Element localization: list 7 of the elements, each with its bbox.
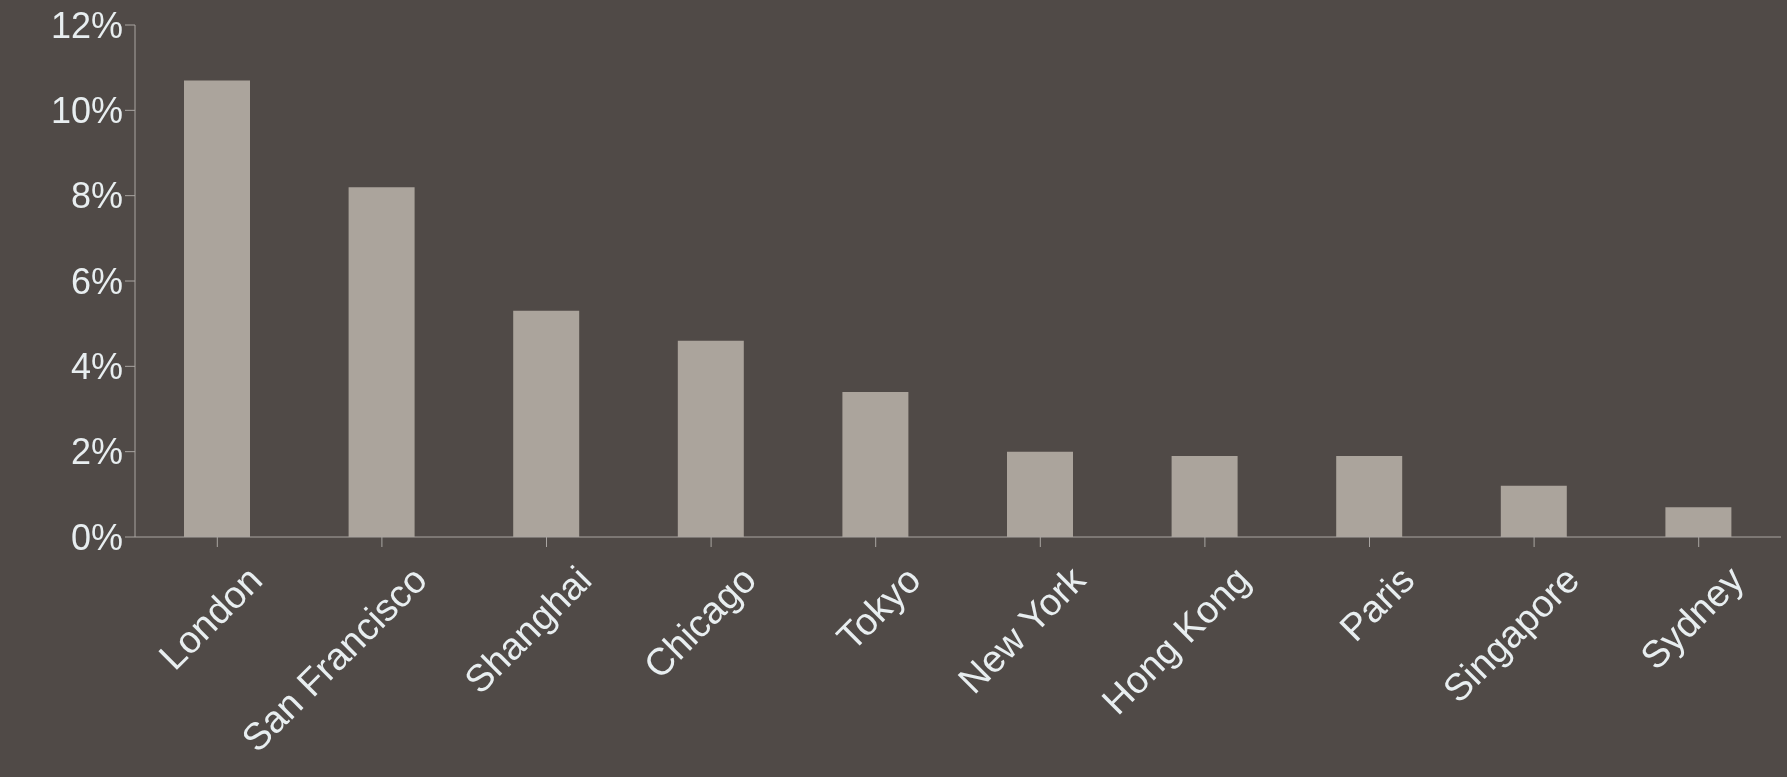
- y-tick-label: 8%: [70, 175, 123, 217]
- y-tick-label: 2%: [70, 431, 123, 473]
- y-tick-label: 12%: [50, 4, 123, 46]
- y-tick-label: 4%: [70, 346, 123, 388]
- y-tick-label: 6%: [70, 260, 123, 302]
- y-tick-label: 10%: [50, 90, 123, 132]
- y-tick-label: 0%: [70, 516, 123, 558]
